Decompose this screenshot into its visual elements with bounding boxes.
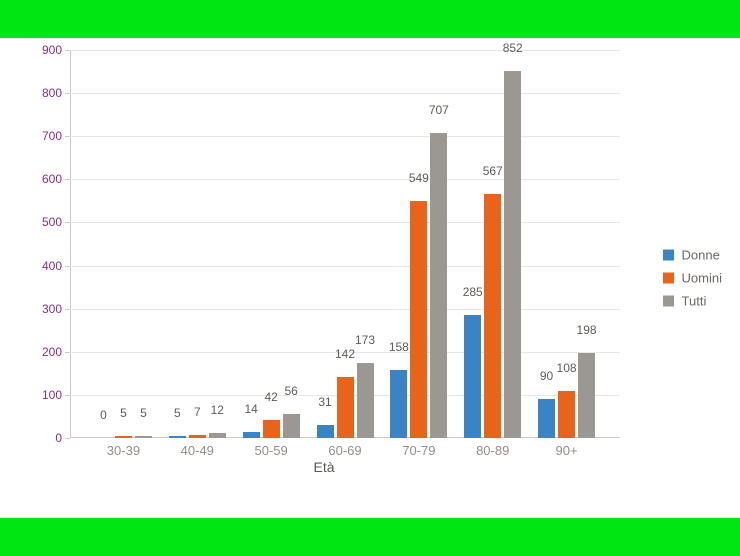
legend-swatch [663, 273, 674, 284]
legend-item: Uomini [663, 271, 722, 286]
y-tick-label: 900 [24, 43, 62, 57]
y-tick-mark [65, 438, 70, 439]
y-tick-label: 700 [24, 129, 62, 143]
y-tick-label: 0 [24, 431, 62, 445]
bar [410, 201, 427, 438]
bar [464, 315, 481, 438]
data-label: 567 [483, 164, 503, 178]
legend-swatch [663, 296, 674, 307]
data-label: 198 [577, 323, 597, 337]
y-tick-mark [65, 352, 70, 353]
y-tick-mark [65, 266, 70, 267]
data-label: 108 [557, 361, 577, 375]
y-tick-label: 800 [24, 86, 62, 100]
y-tick-mark [65, 93, 70, 94]
x-category-label: 60-69 [328, 443, 361, 458]
bar [317, 425, 334, 438]
x-category-label: 40-49 [181, 443, 214, 458]
data-label: 285 [463, 285, 483, 299]
frame: 0100200300400500600700800900055571214425… [0, 0, 740, 556]
bar [243, 432, 260, 438]
y-tick-mark [65, 179, 70, 180]
x-category-label: 30-39 [107, 443, 140, 458]
y-tick-label: 300 [24, 302, 62, 316]
y-tick-mark [65, 395, 70, 396]
y-tick-label: 600 [24, 172, 62, 186]
y-tick-label: 500 [24, 215, 62, 229]
bar [209, 433, 226, 438]
legend-swatch [663, 250, 674, 261]
y-tick-mark [65, 136, 70, 137]
data-label: 12 [211, 403, 224, 417]
y-axis-line [70, 50, 71, 438]
y-tick-label: 100 [24, 388, 62, 402]
bar-group: 285567852 [464, 50, 521, 438]
y-tick-mark [65, 50, 70, 51]
data-label: 5 [140, 406, 147, 420]
legend-label: Uomini [682, 271, 722, 286]
legend: Donne Uomini Tutti [663, 240, 722, 317]
data-label: 142 [335, 347, 355, 361]
data-label: 852 [503, 41, 523, 55]
bar [390, 370, 407, 438]
chart-wrap: 0100200300400500600700800900055571214425… [28, 50, 620, 470]
data-label: 14 [244, 402, 257, 416]
bar [169, 436, 186, 438]
x-category-label: 50-59 [255, 443, 288, 458]
data-label: 0 [100, 408, 107, 422]
bar [484, 194, 501, 438]
top-green-band [0, 0, 740, 38]
data-label: 31 [318, 395, 331, 409]
legend-label: Tutti [682, 294, 707, 309]
y-tick-label: 400 [24, 259, 62, 273]
bar [189, 435, 206, 438]
data-label: 42 [264, 390, 277, 404]
bar [558, 391, 575, 438]
legend-item: Donne [663, 248, 722, 263]
bar [263, 420, 280, 438]
bar [135, 436, 152, 438]
x-category-label: 80-89 [476, 443, 509, 458]
bar-group: 57 12 [169, 50, 226, 438]
data-label: 5 [174, 406, 181, 420]
bar-group: 158 549 707 [390, 50, 447, 438]
bar [115, 436, 132, 438]
bar [538, 399, 555, 438]
bar-group: 90 108 198 [538, 50, 595, 438]
bar [430, 133, 447, 438]
legend-item: Tutti [663, 294, 722, 309]
y-tick-mark [65, 222, 70, 223]
bar [283, 414, 300, 438]
chart-area: 0100200300400500600700800900055571214425… [0, 38, 740, 518]
y-tick-mark [65, 309, 70, 310]
x-category-label: 90+ [556, 443, 578, 458]
data-label: 173 [355, 333, 375, 347]
data-label: 5 [120, 406, 127, 420]
legend-label: Donne [682, 248, 720, 263]
data-label: 549 [409, 171, 429, 185]
y-tick-label: 200 [24, 345, 62, 359]
bar-group: 31 142173 [317, 50, 374, 438]
bar-group: 055 [95, 50, 152, 438]
data-label: 56 [284, 384, 297, 398]
data-label: 707 [429, 103, 449, 117]
data-label: 7 [194, 405, 201, 419]
x-axis-title: Età [313, 459, 334, 475]
data-label: 158 [389, 340, 409, 354]
data-label: 90 [540, 369, 553, 383]
bar [337, 377, 354, 438]
bar [357, 363, 374, 438]
bar-group: 14 42 56 [243, 50, 300, 438]
plot-area: 0100200300400500600700800900055571214425… [70, 50, 620, 438]
bottom-green-band [0, 518, 740, 556]
bar [504, 71, 521, 438]
x-category-label: 70-79 [402, 443, 435, 458]
bar [578, 353, 595, 438]
